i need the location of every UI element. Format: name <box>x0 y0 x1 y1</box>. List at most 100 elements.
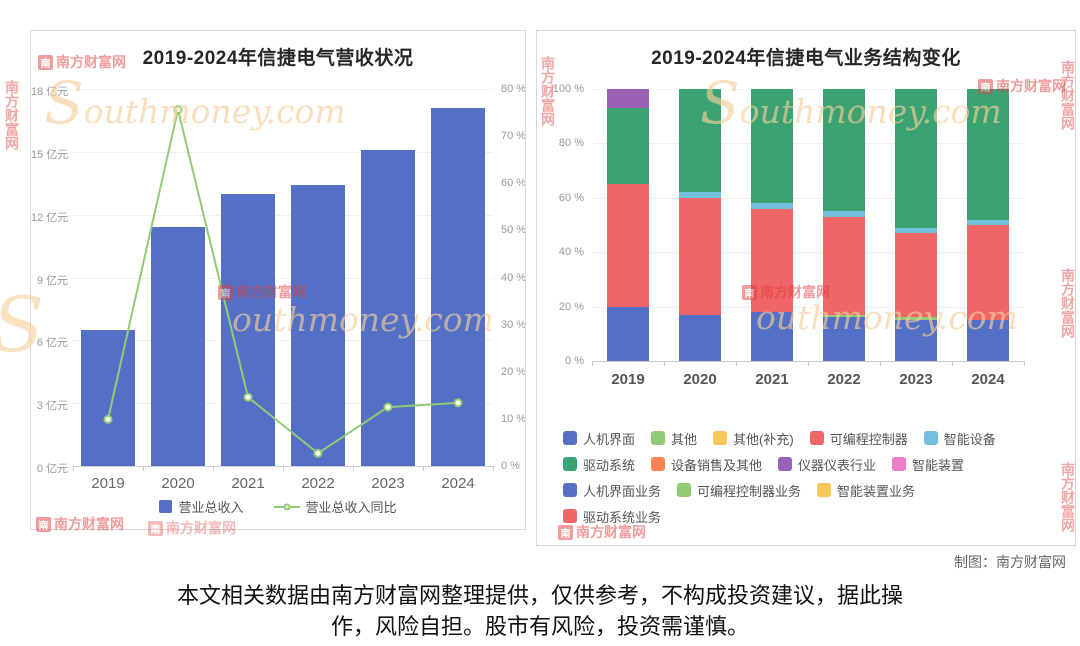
stack-segment-可编程控制器 <box>679 197 721 315</box>
legend-line-swatch <box>273 503 300 510</box>
stack-segment-驱动系统 <box>967 89 1009 220</box>
legend-item: 可编程控制器 <box>809 429 908 448</box>
x-axis-tick <box>423 466 424 471</box>
stack-segment-其他 <box>823 314 865 318</box>
revenue-bar <box>221 193 275 466</box>
x-axis-label: 2024 <box>971 371 1005 388</box>
y-axis-right-tick: 60 % <box>501 177 526 190</box>
legend-swatch <box>563 483 577 497</box>
stack-segment-仪器仪表行业 <box>607 89 649 109</box>
stack-segment-可编程控制器 <box>607 184 649 307</box>
legend-swatch <box>817 483 832 497</box>
legend-swatch <box>778 457 793 471</box>
legend-item: 智能设备 <box>923 429 996 448</box>
x-axis-tick <box>736 361 737 366</box>
legend-label: 其他(补充) <box>733 431 794 447</box>
y-axis-right-tick: 50 % <box>501 224 526 237</box>
legend-label: 设备销售及其他 <box>671 457 763 473</box>
stack-segment-其他 <box>895 317 937 321</box>
legend-swatch <box>563 457 577 471</box>
revenue-bar <box>291 185 345 466</box>
legend-label: 智能装置 <box>912 457 965 473</box>
legend-swatch <box>651 431 666 445</box>
legend-item: 设备销售及其他 <box>651 455 762 474</box>
x-axis-tick <box>1024 361 1025 366</box>
x-axis-label: 2021 <box>231 475 265 492</box>
y-axis-tick: 80 % <box>558 137 584 150</box>
y-axis-right-tick: 0 % <box>501 460 520 472</box>
y-axis-left-tick: 3 亿元 <box>36 400 68 413</box>
stack-segment-驱动系统 <box>895 89 937 228</box>
y-axis-left-tick: 12 亿元 <box>31 211 69 224</box>
structure-chart-legend: 人机界面 其他 其他(补充) 可编程控制器 智能设备驱动系统 设备销售及其他 仪器仪表行业智… <box>563 425 996 529</box>
chart-credit: 制图：南方财富网 <box>954 554 1066 570</box>
y-axis-right-tick: 80 % <box>501 83 526 95</box>
structure-chart-panel: 2019-2024年信捷电气业务结构变化 0 % 20 % 40 % 60 % 80 %… <box>536 30 1076 546</box>
legend-label: 智能装置业务 <box>837 483 916 499</box>
revenue-chart-title: 2019-2024年信捷电气营收状况 <box>142 48 414 69</box>
legend-label: 营业总收入 <box>178 500 244 515</box>
legend-item: 驱动系统业务 <box>563 507 661 526</box>
x-axis-tick <box>664 361 665 366</box>
x-axis-tick <box>592 361 593 366</box>
legend-item: 人机界面 <box>563 429 635 448</box>
yoy-point <box>313 448 323 458</box>
legend-label: 营业总收入同比 <box>305 500 397 515</box>
legend-item-yoy: 营业总收入同比 <box>273 497 397 516</box>
revenue-chart-plot: 0 亿元 3 亿元 6 亿元 9 亿元 12 亿元 15 亿元 18 亿元 0 % 10 % 20… <box>31 31 525 529</box>
legend-item-revenue: 营业总收入 <box>159 497 244 516</box>
stack-segment-人机界面 <box>607 306 649 361</box>
stack-segment-驱动系统 <box>679 89 721 193</box>
x-axis-label: 2020 <box>161 475 195 492</box>
legend-swatch <box>892 457 907 471</box>
legend-item: 其他 <box>651 429 697 448</box>
gridline <box>73 151 493 153</box>
x-axis-label: 2019 <box>611 371 645 388</box>
legend-line-marker <box>283 503 290 510</box>
legend-swatch <box>809 431 824 445</box>
x-axis-label: 2021 <box>755 371 789 388</box>
legend-swatch <box>651 457 666 471</box>
stack-segment-智能设备 <box>895 227 937 234</box>
y-axis-right-tick: 30 % <box>501 318 526 331</box>
x-axis-label: 2019 <box>91 475 125 492</box>
stack-segment-人机界面 <box>967 320 1009 361</box>
y-axis-tick: 20 % <box>558 300 584 313</box>
legend-label: 其他 <box>671 431 698 447</box>
legend-swatch <box>923 431 938 445</box>
stack-segment-人机界面 <box>895 320 937 361</box>
x-axis-label: 2022 <box>827 371 861 388</box>
y-axis-tick: 0 % <box>565 355 584 367</box>
revenue-chart-legend: 营业总收入 营业总收入同比 <box>31 497 525 516</box>
yoy-point <box>383 402 393 412</box>
legend-row: 驱动系统 设备销售及其他 仪器仪表行业 智能装置 <box>563 451 996 477</box>
y-axis-tick: 60 % <box>558 191 584 204</box>
y-axis-tick: 40 % <box>558 246 584 259</box>
stack-segment-智能设备 <box>967 219 1009 225</box>
structure-chart-plot: 0 % 20 % 40 % 60 % 80 % 100 % 2019 2020 2021 2022… <box>537 31 1075 545</box>
x-axis-tick <box>143 466 144 471</box>
stack-segment-智能设备 <box>751 203 793 209</box>
y-axis-left-tick: 18 亿元 <box>31 86 69 98</box>
gridline <box>73 214 493 216</box>
revenue-bar <box>81 329 135 466</box>
gridline <box>592 306 1024 308</box>
gridline <box>73 89 493 90</box>
gridline <box>73 403 493 405</box>
x-axis-tick <box>808 361 809 366</box>
revenue-bar <box>361 149 415 466</box>
yoy-point <box>243 392 253 402</box>
y-axis-right-tick: 20 % <box>501 365 526 378</box>
yoy-point <box>453 398 463 408</box>
legend-swatch <box>677 483 692 497</box>
stack-segment-智能设备 <box>679 192 721 198</box>
stack-segment-可编程控制器 <box>895 233 937 318</box>
stack-segment-人机界面 <box>823 317 865 361</box>
x-axis-tick <box>213 466 214 471</box>
yoy-line <box>107 109 459 455</box>
legend-swatch <box>563 509 577 523</box>
revenue-bar <box>151 227 205 466</box>
x-axis-label: 2023 <box>899 371 933 388</box>
y-axis-left-tick: 15 亿元 <box>31 148 69 161</box>
